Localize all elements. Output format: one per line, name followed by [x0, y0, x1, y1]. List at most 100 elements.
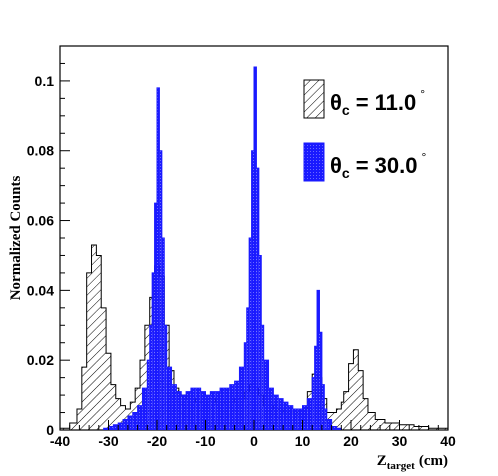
histogram-bar: [341, 402, 344, 430]
histogram-bar: [331, 412, 337, 430]
histogram-bar: [319, 332, 322, 430]
histogram-bar: [60, 428, 70, 430]
histogram-bar: [317, 290, 320, 430]
histogram-bar: [215, 391, 221, 430]
histogram-bar: [336, 409, 342, 430]
histogram-bar: [249, 238, 252, 430]
histogram-bar: [132, 412, 138, 430]
y-tick-label: 0.02: [27, 352, 54, 368]
histogram-bar: [336, 428, 342, 430]
histogram-bar: [171, 384, 177, 430]
histogram-bar: [81, 367, 87, 430]
axis-layer: -40 -30 -20 -10 0 10 20 30 40 0 0.02 0.04 0.06 0.08 0.…: [27, 45, 456, 449]
series-2: [103, 66, 342, 430]
histogram-bar: [287, 405, 293, 430]
legend-label-series-2: θc = 30.0 °: [330, 150, 426, 181]
histogram-bar: [200, 391, 206, 430]
y-tick-label: 0.04: [27, 282, 54, 298]
histogram-bar: [103, 428, 109, 430]
histogram-bar: [343, 391, 349, 430]
y-tick-label: 0.06: [27, 213, 54, 229]
histogram-bar: [261, 325, 264, 430]
y-axis-title: Normalized Counts: [8, 176, 24, 301]
x-tick-label: 10: [295, 433, 311, 449]
histogram-bar: [210, 391, 216, 430]
histogram-bar: [96, 255, 102, 430]
histogram-bar: [448, 429, 467, 430]
histogram-bar: [246, 307, 250, 430]
y-tick-label: 0.08: [27, 143, 54, 159]
histogram-bar: [110, 384, 116, 430]
histogram-bar: [120, 405, 126, 430]
histogram-bar: [181, 395, 187, 430]
histogram-bar: [244, 342, 247, 430]
histogram-bar: [331, 426, 337, 430]
histogram-bar: [137, 405, 143, 430]
x-tick-label: 20: [343, 433, 359, 449]
histogram-bar: [273, 395, 279, 430]
x-tick-label: 40: [440, 433, 456, 449]
x-axis-title-subscript: target: [387, 460, 415, 472]
histogram-bar: [363, 398, 368, 430]
histogram-bar: [414, 426, 429, 430]
histogram-bar: [164, 325, 167, 430]
histogram-bar: [159, 150, 162, 430]
histogram-bar: [307, 398, 313, 430]
histogram-bar: [157, 87, 160, 430]
histogram-bar: [166, 367, 172, 430]
histogram-bar: [142, 388, 148, 430]
histogram-bar: [113, 424, 119, 430]
histogram-bar: [205, 395, 211, 430]
histogram-bar: [115, 398, 121, 430]
legend-swatch-series-2: [303, 142, 325, 182]
histogram-bar: [367, 412, 376, 430]
histogram-bar: [292, 409, 298, 430]
histogram-bar: [321, 384, 325, 430]
histogram-bar: [118, 423, 124, 430]
x-axis-title-unit: (cm): [419, 453, 448, 469]
histogram-bar: [149, 325, 153, 430]
histogram-bar: [220, 388, 225, 430]
histogram-bar: [353, 349, 359, 430]
histogram-bar: [348, 363, 354, 430]
histogram-bar: [312, 377, 315, 430]
histogram-bar: [229, 384, 235, 430]
histogram-bar: [127, 416, 133, 430]
histogram-bar: [399, 424, 415, 430]
histogram-bar: [101, 307, 107, 430]
histogram-bar: [123, 419, 128, 430]
histogram-bar: [375, 419, 385, 430]
histogram-bar: [195, 388, 201, 430]
x-tick-label: -10: [195, 433, 215, 449]
histogram-bar: [108, 426, 114, 430]
histogram-bar: [314, 346, 318, 430]
histogram-bar: [176, 391, 182, 430]
histogram-bar: [152, 272, 155, 430]
histogram-bar: [190, 388, 196, 430]
histogram-bar: [91, 244, 97, 430]
histogram-bar: [186, 391, 191, 430]
x-tick-label: -20: [147, 433, 167, 449]
legend-label-series-1: θc = 11.0 °: [330, 87, 425, 118]
histogram-bar: [278, 398, 284, 430]
histogram-bar: [69, 423, 77, 430]
x-tick-label: 0: [250, 433, 258, 449]
histogram-bar: [254, 66, 257, 430]
histogram-bar: [283, 402, 288, 430]
histogram-bar: [324, 409, 327, 430]
histogram-bar: [358, 370, 364, 430]
histogram-bar: [326, 419, 332, 430]
histogram-bar: [256, 168, 259, 430]
series-outline: [103, 66, 342, 430]
legend: θc = 11.0 ° θc = 30.0 °: [303, 79, 426, 182]
series-layer: [60, 66, 467, 430]
histogram-bar: [154, 203, 157, 430]
legend-item-series-1: θc = 11.0 °: [303, 79, 425, 119]
y-tick-label: 0: [46, 422, 54, 438]
histogram-bar: [234, 381, 240, 430]
x-axis-title: Ztarget (cm): [377, 453, 448, 472]
histogram-bar: [384, 423, 400, 430]
histogram-bar: [263, 360, 269, 430]
